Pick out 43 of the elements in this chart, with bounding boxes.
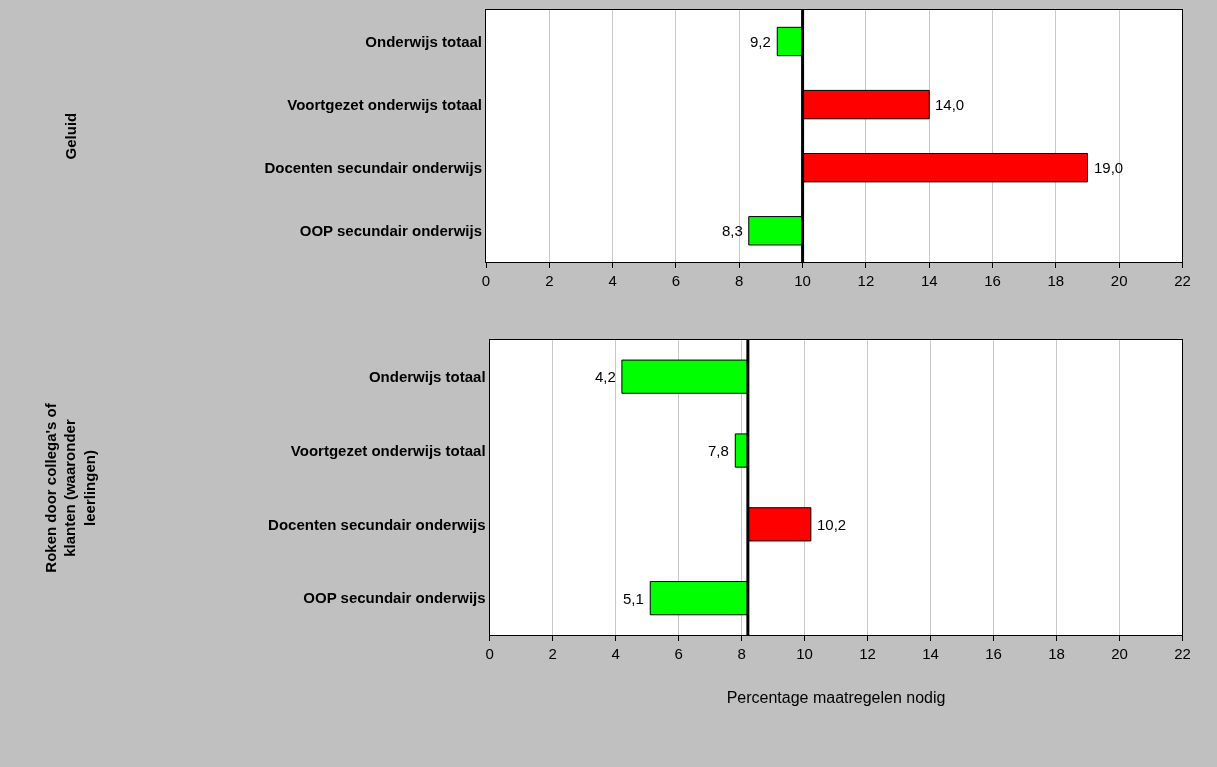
data-label: 7,8 [708, 442, 729, 459]
x-tick-label: 4 [611, 645, 620, 663]
data-label: 4,2 [595, 368, 616, 385]
y-tick-label: Voortgezet onderwijs totaal [287, 95, 482, 113]
x-tick-label: 22 [1174, 272, 1191, 290]
x-tick-label: 0 [481, 272, 491, 290]
y-tick-label: Voortgezet onderwijs totaal [290, 441, 486, 459]
data-label: 8,3 [722, 222, 743, 239]
x-tick-label: 6 [674, 645, 683, 663]
data-label: 14,0 [935, 96, 965, 113]
y-tick-label: Onderwijs totaal [368, 367, 486, 385]
x-tick-label: 6 [671, 272, 681, 290]
x-tick-label: 14 [922, 645, 939, 663]
x-axis-title: Percentage maatregelen nodig [726, 688, 946, 706]
x-tick-label: 12 [859, 645, 876, 663]
x-tick-label: 16 [985, 645, 1002, 663]
x-tick-label: 14 [920, 272, 938, 290]
data-label: 10,2 [817, 516, 847, 533]
x-tick-label: 22 [1174, 645, 1191, 663]
x-tick-label: 10 [796, 645, 813, 663]
x-tick-label: 20 [1110, 272, 1128, 290]
x-tick-label: 4 [608, 272, 617, 290]
x-tick-label: 2 [545, 272, 554, 290]
y-tick-label: Docenten secundair onderwijs [268, 515, 486, 533]
x-tick-label: 0 [485, 645, 494, 663]
x-tick-label: 20 [1111, 645, 1128, 663]
data-label: 9,2 [750, 33, 771, 50]
y-tick-label: Docenten secundair onderwijs [264, 158, 482, 176]
x-tick-label: 2 [548, 645, 557, 663]
data-label: 5,1 [623, 590, 644, 607]
y-tick-label: OOP secundair onderwijs [299, 222, 482, 240]
y-tick-label: OOP secundair onderwijs [303, 589, 486, 607]
x-tick-label: 10 [794, 272, 811, 290]
x-tick-label: 16 [984, 272, 1001, 290]
y-axis-title: Geluid [62, 112, 80, 160]
x-tick-label: 18 [1048, 645, 1065, 663]
data-label: 19,0 [1094, 159, 1124, 176]
y-tick-label: Onderwijs totaal [365, 32, 482, 50]
x-tick-label: 12 [857, 272, 875, 290]
x-tick-label: 8 [735, 272, 744, 290]
y-axis-title: Roken door collega's of klanten (waaronder leerlingen) [41, 402, 98, 573]
x-tick-label: 18 [1047, 272, 1065, 290]
x-tick-label: 8 [737, 645, 746, 663]
